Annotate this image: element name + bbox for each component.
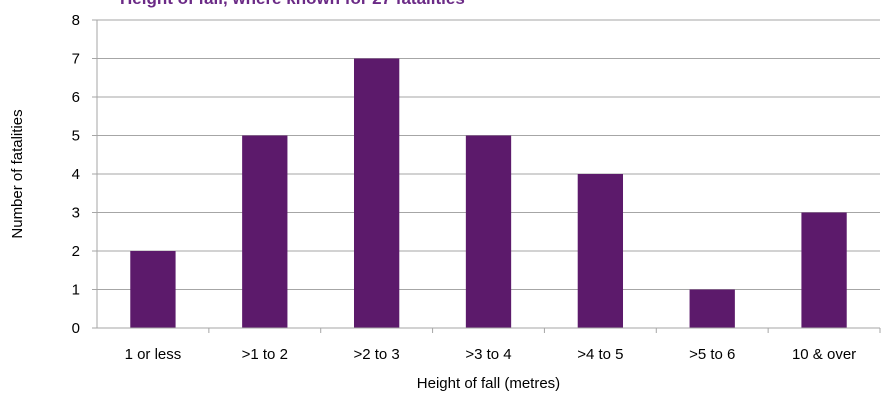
y-tick-label: 5 — [72, 128, 80, 145]
y-tick-label: 3 — [72, 205, 80, 222]
bar — [130, 251, 176, 328]
x-tick-label: 1 or less — [125, 346, 182, 363]
y-tick-label: 2 — [72, 243, 80, 260]
bar — [577, 174, 624, 328]
x-tick-label: 10 & over — [792, 346, 856, 363]
x-tick-label: >1 to 2 — [242, 346, 288, 363]
y-tick-label: 7 — [72, 51, 80, 68]
x-tick-label: >2 to 3 — [353, 346, 399, 363]
y-axis-title: Number of fatalities — [9, 109, 26, 238]
bars — [130, 58, 847, 328]
y-tick-label: 8 — [72, 12, 80, 29]
y-tick-label: 0 — [72, 320, 80, 337]
y-tick-label: 1 — [72, 282, 80, 299]
x-tick-label: >3 to 4 — [465, 346, 511, 363]
bar — [465, 135, 512, 328]
bar — [801, 212, 847, 328]
y-tick-label: 6 — [72, 89, 80, 106]
y-tick-label: 4 — [72, 166, 80, 183]
x-tick-label: >4 to 5 — [577, 346, 623, 363]
x-axis-categories: 1 or less >1 to 2 >2 to 3 >3 to 4 >4 to 5 >5 … — [125, 328, 881, 363]
bar — [242, 135, 288, 328]
x-tick-label: >5 to 6 — [689, 346, 735, 363]
x-axis-title: Height of fall (metres) — [417, 375, 560, 392]
bar — [353, 58, 400, 328]
y-axis-ticks: 0 1 2 3 4 5 6 7 8 — [72, 12, 97, 337]
chart-title: Height of fall, where known for 27 fatal… — [120, 0, 465, 8]
bar — [689, 289, 735, 328]
